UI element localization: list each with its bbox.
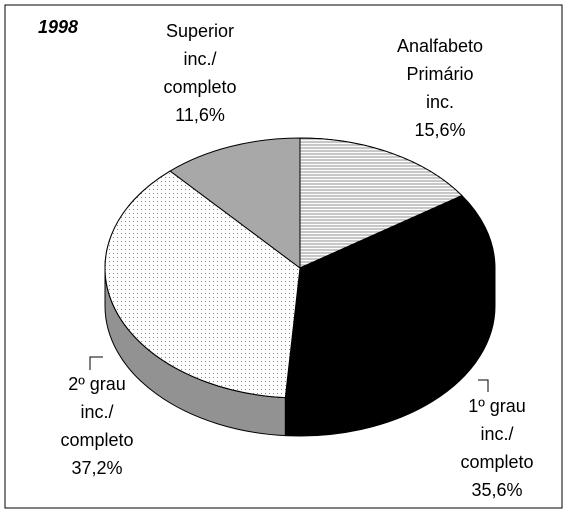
chart-title: 1998 (38, 17, 78, 37)
slice-label: 1º grau (468, 396, 526, 416)
value-label: 15,6% (414, 120, 465, 140)
slice (169, 137, 301, 269)
slice-label: completo (163, 77, 236, 97)
slice-label: inc./ (80, 402, 113, 422)
slice-label: inc./ (480, 424, 513, 444)
slice-texture (104, 170, 301, 399)
slice-label: inc. (426, 92, 454, 112)
slice-label: completo (60, 430, 133, 450)
leader-line (478, 379, 489, 392)
slice-label: completo (460, 452, 533, 472)
value-label: 35,6% (471, 480, 522, 500)
slice-label: Superior (166, 21, 234, 41)
value-label: 11,6% (175, 105, 225, 125)
slice-label: Analfabeto (397, 36, 483, 56)
slice (284, 195, 496, 399)
leader-line (89, 356, 103, 370)
slice-texture (299, 137, 463, 269)
slice-label: inc./ (183, 49, 216, 69)
slice-label: 2º grau (68, 374, 126, 394)
value-label: 37,2% (71, 458, 122, 478)
slice-label: Primário (406, 64, 473, 84)
